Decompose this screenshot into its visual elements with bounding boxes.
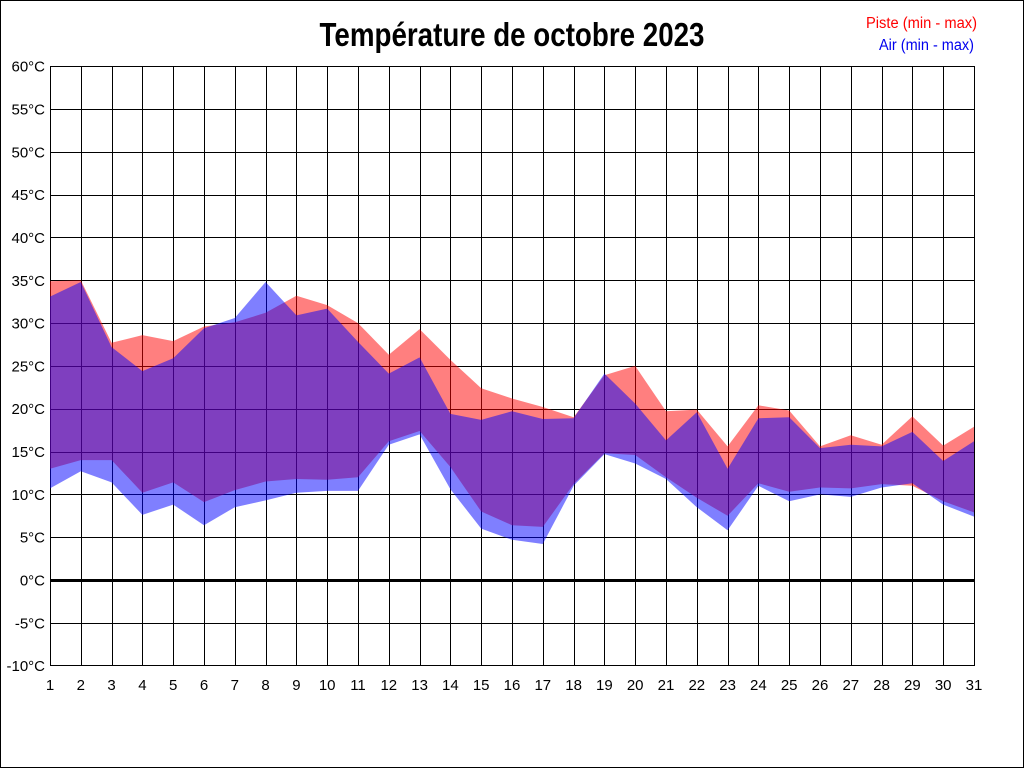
svg-text:2: 2 — [77, 677, 85, 694]
svg-text:-5°C: -5°C — [15, 615, 45, 632]
svg-text:9: 9 — [292, 677, 300, 694]
svg-text:22: 22 — [688, 677, 705, 694]
svg-text:23: 23 — [719, 677, 736, 694]
svg-text:5: 5 — [169, 677, 177, 694]
svg-text:1: 1 — [46, 677, 54, 694]
svg-text:7: 7 — [231, 677, 239, 694]
svg-text:25°C: 25°C — [11, 358, 45, 375]
svg-text:20: 20 — [627, 677, 644, 694]
svg-text:4: 4 — [138, 677, 146, 694]
svg-text:25: 25 — [781, 677, 798, 694]
svg-text:26: 26 — [812, 677, 829, 694]
svg-text:8: 8 — [261, 677, 269, 694]
svg-text:14: 14 — [442, 677, 459, 694]
svg-text:50°C: 50°C — [11, 144, 45, 161]
svg-text:30°C: 30°C — [11, 316, 45, 333]
svg-text:10: 10 — [319, 677, 336, 694]
svg-text:30: 30 — [935, 677, 952, 694]
svg-text:45°C: 45°C — [11, 187, 45, 204]
svg-text:28: 28 — [873, 677, 890, 694]
svg-text:15: 15 — [473, 677, 490, 694]
svg-text:0°C: 0°C — [20, 573, 45, 590]
svg-text:6: 6 — [200, 677, 208, 694]
svg-text:35°C: 35°C — [11, 273, 45, 290]
svg-text:29: 29 — [904, 677, 921, 694]
svg-text:-10°C: -10°C — [6, 658, 45, 675]
svg-text:13: 13 — [411, 677, 428, 694]
svg-text:24: 24 — [750, 677, 767, 694]
svg-text:Piste (min - max): Piste (min - max) — [866, 15, 977, 32]
svg-text:5°C: 5°C — [20, 530, 45, 547]
svg-text:19: 19 — [596, 677, 613, 694]
svg-text:12: 12 — [380, 677, 397, 694]
svg-text:17: 17 — [534, 677, 551, 694]
svg-text:60°C: 60°C — [11, 59, 45, 76]
svg-text:16: 16 — [504, 677, 521, 694]
svg-text:27: 27 — [842, 677, 859, 694]
svg-text:10°C: 10°C — [11, 487, 45, 504]
svg-text:Air (min - max): Air (min - max) — [879, 37, 974, 54]
svg-text:31: 31 — [966, 677, 983, 694]
svg-text:40°C: 40°C — [11, 230, 45, 247]
svg-text:55°C: 55°C — [11, 102, 45, 119]
svg-text:18: 18 — [565, 677, 582, 694]
svg-text:3: 3 — [107, 677, 115, 694]
svg-text:15°C: 15°C — [11, 444, 45, 461]
svg-text:11: 11 — [350, 677, 366, 694]
svg-text:Température de octobre 2023: Température de octobre 2023 — [320, 16, 705, 53]
svg-text:20°C: 20°C — [11, 401, 45, 418]
svg-text:21: 21 — [658, 677, 675, 694]
